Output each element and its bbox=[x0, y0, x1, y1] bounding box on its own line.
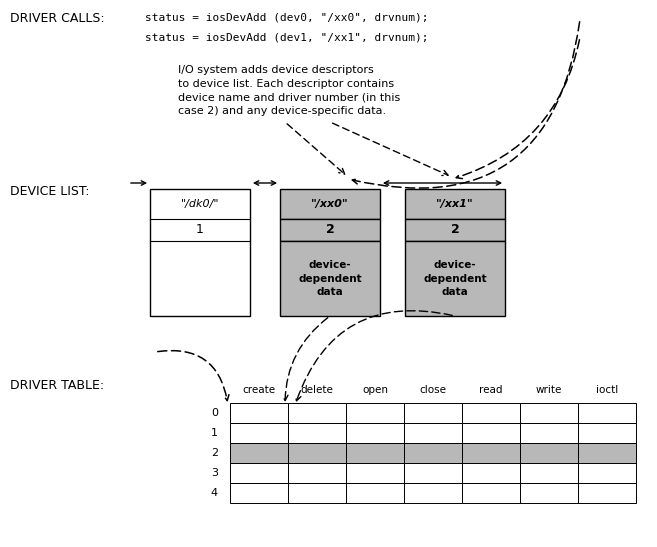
FancyArrowPatch shape bbox=[158, 351, 229, 400]
Bar bbox=[230, 463, 288, 483]
Text: "/dk0/": "/dk0/" bbox=[181, 199, 219, 209]
Bar bbox=[405, 189, 505, 219]
Bar bbox=[404, 423, 462, 443]
Bar bbox=[405, 241, 505, 316]
Bar bbox=[346, 443, 404, 463]
Bar bbox=[288, 403, 346, 423]
FancyArrowPatch shape bbox=[352, 22, 579, 188]
Bar bbox=[462, 483, 520, 503]
Text: status = iosDevAdd (dev1, "/xx1", drvnum);: status = iosDevAdd (dev1, "/xx1", drvnum… bbox=[145, 32, 428, 42]
Bar bbox=[404, 483, 462, 503]
Bar bbox=[520, 483, 578, 503]
Bar bbox=[346, 483, 404, 503]
Bar bbox=[288, 483, 346, 503]
Text: "/xx0": "/xx0" bbox=[311, 199, 349, 209]
Bar bbox=[578, 463, 636, 483]
Bar bbox=[230, 423, 288, 443]
Text: create: create bbox=[242, 385, 275, 395]
Bar bbox=[578, 483, 636, 503]
Bar bbox=[462, 403, 520, 423]
Text: 1: 1 bbox=[211, 428, 218, 438]
Text: DEVICE LIST:: DEVICE LIST: bbox=[10, 185, 89, 198]
Text: write: write bbox=[536, 385, 562, 395]
Bar bbox=[404, 403, 462, 423]
Bar bbox=[405, 219, 505, 241]
Text: ioctl: ioctl bbox=[596, 385, 618, 395]
Text: delete: delete bbox=[300, 385, 334, 395]
Bar bbox=[288, 423, 346, 443]
Text: device-
dependent
data: device- dependent data bbox=[298, 260, 362, 296]
Text: status = iosDevAdd (dev0, "/xx0", drvnum);: status = iosDevAdd (dev0, "/xx0", drvnum… bbox=[145, 12, 428, 22]
Bar bbox=[462, 443, 520, 463]
Text: 1: 1 bbox=[196, 224, 204, 236]
Text: 3: 3 bbox=[211, 468, 218, 478]
Bar bbox=[520, 463, 578, 483]
Bar bbox=[404, 443, 462, 463]
Bar bbox=[230, 403, 288, 423]
Bar bbox=[150, 189, 250, 316]
Bar bbox=[280, 241, 380, 316]
FancyArrowPatch shape bbox=[456, 40, 579, 179]
Bar bbox=[578, 403, 636, 423]
FancyArrowPatch shape bbox=[332, 123, 448, 176]
Text: read: read bbox=[479, 385, 503, 395]
Bar bbox=[404, 463, 462, 483]
Bar bbox=[520, 423, 578, 443]
Bar bbox=[288, 443, 346, 463]
Bar bbox=[346, 463, 404, 483]
Bar bbox=[520, 443, 578, 463]
Text: 0: 0 bbox=[211, 408, 218, 418]
Text: DRIVER CALLS:: DRIVER CALLS: bbox=[10, 12, 104, 25]
Text: DRIVER TABLE:: DRIVER TABLE: bbox=[10, 379, 104, 392]
FancyArrowPatch shape bbox=[296, 311, 452, 401]
Bar bbox=[520, 403, 578, 423]
Text: 2: 2 bbox=[326, 224, 334, 236]
Bar bbox=[346, 403, 404, 423]
Text: 2: 2 bbox=[211, 448, 218, 458]
FancyArrowPatch shape bbox=[283, 318, 328, 400]
Text: I/O system adds device descriptors
to device list. Each descriptor contains
devi: I/O system adds device descriptors to de… bbox=[178, 65, 400, 116]
Bar bbox=[280, 219, 380, 241]
Text: open: open bbox=[362, 385, 388, 395]
Text: "/xx1": "/xx1" bbox=[436, 199, 474, 209]
Text: close: close bbox=[420, 385, 447, 395]
FancyArrowPatch shape bbox=[287, 124, 345, 174]
Bar bbox=[346, 423, 404, 443]
Bar bbox=[288, 463, 346, 483]
Bar bbox=[230, 483, 288, 503]
Bar bbox=[462, 463, 520, 483]
Text: 4: 4 bbox=[211, 488, 218, 498]
Bar bbox=[578, 423, 636, 443]
Text: device-
dependent
data: device- dependent data bbox=[423, 260, 487, 296]
Bar bbox=[462, 423, 520, 443]
Bar bbox=[280, 189, 380, 219]
Text: 2: 2 bbox=[451, 224, 459, 236]
Bar bbox=[230, 443, 288, 463]
Bar bbox=[578, 443, 636, 463]
